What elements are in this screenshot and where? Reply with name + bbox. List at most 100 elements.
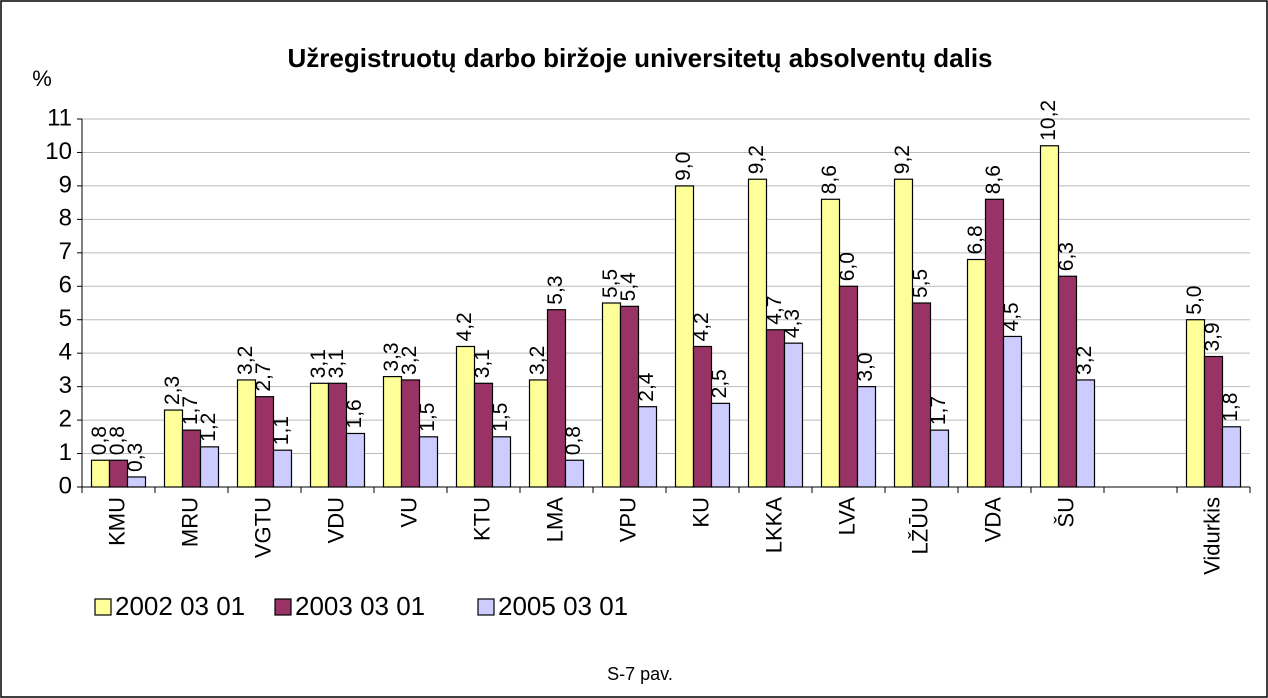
bar bbox=[418, 436, 439, 488]
value-label: 10,2 bbox=[1037, 100, 1060, 141]
bar bbox=[838, 285, 859, 488]
bar bbox=[1221, 426, 1242, 488]
bar bbox=[199, 446, 220, 488]
value-label: 3,3 bbox=[380, 342, 403, 371]
value-label: 1,6 bbox=[343, 399, 366, 428]
value-label: 0,8 bbox=[562, 426, 585, 455]
bar bbox=[601, 302, 622, 488]
bar bbox=[674, 185, 695, 488]
x-tick-label: Vidurkis bbox=[1199, 497, 1224, 575]
y-tick-label: 9 bbox=[59, 171, 72, 198]
value-label: 3,1 bbox=[325, 349, 348, 378]
bar bbox=[1039, 145, 1060, 488]
bar bbox=[984, 198, 1005, 488]
value-label: 5,5 bbox=[909, 269, 932, 298]
bar bbox=[254, 396, 275, 488]
x-tick-label: LŽŪU bbox=[907, 497, 932, 554]
bar bbox=[692, 345, 713, 488]
value-label: 0,3 bbox=[124, 443, 147, 472]
value-label: 1,2 bbox=[197, 413, 220, 442]
legend-label: 2003 03 01 bbox=[295, 591, 425, 621]
value-label: 6,8 bbox=[964, 225, 987, 254]
value-label: 3,2 bbox=[234, 346, 257, 375]
value-label: 0,8 bbox=[106, 426, 129, 455]
value-label: 6,0 bbox=[836, 252, 859, 281]
y-tick-label: 0 bbox=[59, 472, 72, 499]
value-label: 4,3 bbox=[781, 309, 804, 338]
value-label: 8,6 bbox=[982, 165, 1005, 194]
value-label: 3,1 bbox=[307, 349, 330, 378]
bar bbox=[710, 402, 731, 488]
y-tick-label: 4 bbox=[59, 339, 72, 366]
value-label: 3,2 bbox=[526, 346, 549, 375]
value-label: 1,5 bbox=[489, 403, 512, 432]
x-tick-label: VU bbox=[396, 497, 421, 528]
legend-swatch bbox=[274, 598, 292, 616]
value-label: 9,2 bbox=[891, 145, 914, 174]
y-axis-label: % bbox=[32, 66, 52, 91]
bar bbox=[126, 476, 147, 488]
y-tick-label: 1 bbox=[59, 439, 72, 466]
legend-swatch bbox=[477, 598, 495, 616]
chart-title: Užregistruotų darbo biržoje universitetų… bbox=[288, 43, 993, 73]
legend-label: 2002 03 01 bbox=[115, 591, 245, 621]
value-label: 3,1 bbox=[471, 349, 494, 378]
value-label: 3,9 bbox=[1201, 322, 1224, 351]
x-tick-label: VDU bbox=[323, 497, 348, 543]
value-label: 2,3 bbox=[161, 376, 184, 405]
x-tick-label: MRU bbox=[177, 497, 202, 547]
bar bbox=[382, 376, 403, 488]
value-label: 0,8 bbox=[88, 426, 111, 455]
y-tick-label: 8 bbox=[59, 205, 72, 232]
value-label: 1,1 bbox=[270, 416, 293, 445]
bar bbox=[272, 449, 293, 488]
y-tick-label: 2 bbox=[59, 405, 72, 432]
bar bbox=[546, 309, 567, 488]
bar bbox=[327, 382, 348, 488]
x-tick-label: VDA bbox=[980, 497, 1005, 543]
value-label: 4,2 bbox=[690, 312, 713, 341]
bar bbox=[309, 382, 330, 488]
value-label: 3,2 bbox=[1073, 346, 1096, 375]
bar bbox=[90, 459, 111, 488]
x-tick-label: LMA bbox=[542, 497, 567, 543]
bar bbox=[473, 382, 494, 488]
value-label: 2,5 bbox=[708, 369, 731, 398]
bar bbox=[820, 198, 841, 488]
bar bbox=[856, 386, 877, 488]
bar bbox=[1075, 379, 1096, 488]
value-label: 6,3 bbox=[1055, 242, 1078, 271]
bar bbox=[966, 258, 987, 488]
bar bbox=[911, 302, 932, 488]
y-tick-label: 11 bbox=[47, 104, 72, 131]
value-label: 4,7 bbox=[763, 296, 786, 325]
y-tick-label: 6 bbox=[59, 272, 72, 299]
bar bbox=[236, 379, 257, 488]
x-tick-label: KU bbox=[688, 497, 713, 528]
value-label: 5,3 bbox=[544, 275, 567, 304]
bar bbox=[1057, 275, 1078, 488]
bar bbox=[747, 178, 768, 488]
value-label: 8,6 bbox=[818, 165, 841, 194]
bar bbox=[1203, 355, 1224, 488]
value-label: 4,5 bbox=[1000, 302, 1023, 331]
value-label: 5,5 bbox=[599, 269, 622, 298]
x-tick-label: LKKA bbox=[761, 497, 786, 554]
bar bbox=[783, 342, 804, 488]
bar bbox=[345, 432, 366, 488]
bar bbox=[528, 379, 549, 488]
bar bbox=[108, 459, 129, 488]
x-tick-label: KTU bbox=[469, 497, 494, 541]
caption: S-7 pav. bbox=[607, 664, 673, 684]
value-label: 3,0 bbox=[854, 352, 877, 381]
bar bbox=[929, 429, 950, 488]
bar bbox=[491, 436, 512, 488]
value-label: 9,2 bbox=[745, 145, 768, 174]
bar bbox=[619, 305, 640, 488]
bar bbox=[564, 459, 585, 488]
bar bbox=[637, 406, 658, 488]
x-tick-label: KMU bbox=[104, 497, 129, 546]
value-label: 5,0 bbox=[1183, 286, 1206, 315]
bar bbox=[765, 329, 786, 488]
